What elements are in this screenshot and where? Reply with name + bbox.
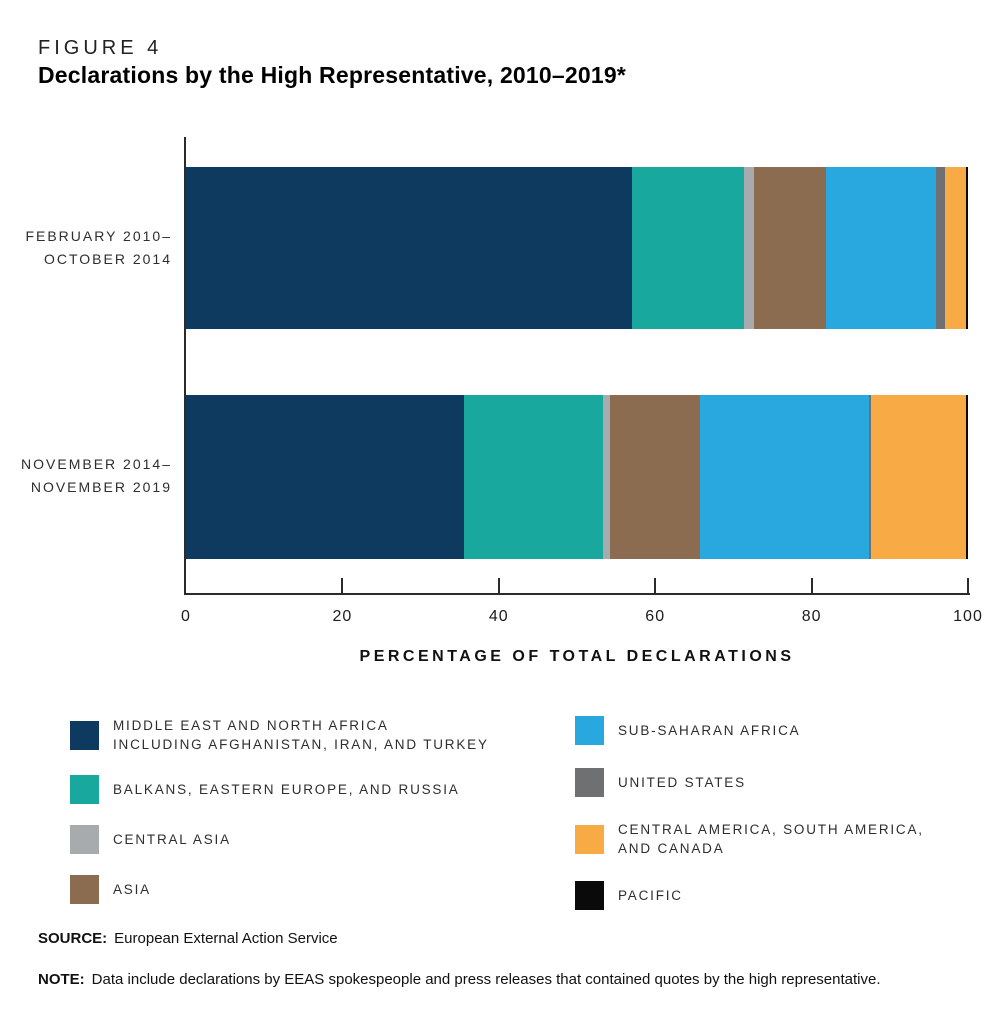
bar-segment bbox=[965, 395, 968, 559]
x-axis: 0 20 40 60 80 100 bbox=[181, 577, 982, 625]
legend-swatch bbox=[70, 825, 99, 854]
figure-label: FIGURE 4 bbox=[38, 37, 163, 59]
legend-label: SUB-SAHARAN AFRICA bbox=[618, 723, 801, 738]
bar-segment bbox=[699, 395, 870, 559]
note-line: NOTE: Data include declarations by EEAS s… bbox=[38, 971, 881, 988]
legend-label: PACIFIC bbox=[618, 888, 683, 903]
x-axis-title: PERCENTAGE OF TOTAL DECLARATIONS bbox=[359, 648, 795, 665]
legend-swatch bbox=[575, 768, 604, 797]
bar-row bbox=[186, 395, 968, 559]
source-label: SOURCE: bbox=[38, 930, 108, 947]
note-text: Data include declarations by EEAS spokes… bbox=[91, 971, 881, 988]
stacked-bar-chart: FEBRUARY 2010– OCTOBER 2014 NOVEMBER 2014… bbox=[0, 137, 982, 665]
tick-mark bbox=[810, 578, 813, 594]
y-axis-line bbox=[184, 137, 186, 595]
legend-item: BALKANS, EASTERN EUROPE, AND RUSSIA bbox=[70, 775, 489, 804]
legend-swatch bbox=[70, 720, 99, 750]
legend-item: SUB-SAHARAN AFRICA bbox=[575, 716, 924, 745]
bar-segment bbox=[631, 167, 744, 329]
bar-segment bbox=[609, 395, 700, 559]
bar-segment bbox=[743, 167, 754, 329]
bar-segment bbox=[871, 395, 966, 559]
category-label-line: NOVEMBER 2019 bbox=[30, 479, 172, 495]
legend-label: MIDDLE EAST AND NORTH AFRICA INCLUDING AF… bbox=[113, 718, 489, 752]
legend-label: UNITED STATES bbox=[618, 775, 746, 790]
legend-swatch bbox=[70, 775, 99, 804]
tick-label: 100 bbox=[953, 608, 983, 625]
legend-item: ASIA bbox=[70, 875, 489, 904]
legend-item: UNITED STATES bbox=[575, 768, 924, 797]
bar-segment bbox=[186, 395, 464, 559]
legend-column-left: MIDDLE EAST AND NORTH AFRICA INCLUDING AF… bbox=[70, 716, 489, 904]
tick-label: 40 bbox=[488, 608, 509, 625]
page-title: Declarations by the High Representative,… bbox=[38, 62, 627, 88]
tick-mark bbox=[341, 578, 344, 594]
bar-segment bbox=[945, 167, 966, 329]
legend-label: BALKANS, EASTERN EUROPE, AND RUSSIA bbox=[113, 782, 460, 797]
legend-swatch bbox=[575, 881, 604, 910]
tick-label: 60 bbox=[645, 608, 666, 625]
tick-label: 20 bbox=[332, 608, 353, 625]
tick-mark bbox=[654, 578, 657, 594]
legend-swatch bbox=[575, 824, 604, 854]
tick-mark bbox=[497, 578, 500, 594]
bar-segment bbox=[869, 395, 871, 559]
bar-segment bbox=[935, 167, 946, 329]
bar-segment bbox=[602, 395, 610, 559]
legend-item: MIDDLE EAST AND NORTH AFRICA INCLUDING AF… bbox=[70, 716, 489, 754]
legend-swatch bbox=[70, 875, 99, 904]
tick-label: 0 bbox=[181, 608, 191, 625]
legend-column-right: SUB-SAHARAN AFRICA UNITED STATES CENTRAL A… bbox=[575, 716, 924, 910]
legend-item: CENTRAL AMERICA, SOUTH AMERICA, AND CANAD… bbox=[575, 820, 924, 858]
bar-segment bbox=[753, 167, 826, 329]
legend-label: ASIA bbox=[113, 882, 151, 897]
legend-swatch bbox=[575, 716, 604, 745]
bar-segment bbox=[463, 395, 603, 559]
category-label: NOVEMBER 2014– NOVEMBER 2019 bbox=[0, 453, 172, 499]
bar-segment bbox=[825, 167, 936, 329]
bar-row bbox=[186, 167, 968, 329]
tick-label: 80 bbox=[801, 608, 822, 625]
legend-item: CENTRAL ASIA bbox=[70, 825, 489, 854]
bar-segment bbox=[186, 167, 632, 329]
category-label-line: OCTOBER 2014 bbox=[43, 251, 172, 267]
category-label: FEBRUARY 2010– OCTOBER 2014 bbox=[0, 225, 172, 271]
source-line: SOURCE: European External Action Service bbox=[38, 930, 338, 947]
legend-item: PACIFIC bbox=[575, 881, 924, 910]
note-label: NOTE: bbox=[38, 971, 85, 988]
legend-label: CENTRAL ASIA bbox=[113, 832, 231, 847]
legend-label: CENTRAL AMERICA, SOUTH AMERICA, AND CANAD… bbox=[618, 822, 924, 856]
category-label-line: NOVEMBER 2014– bbox=[21, 456, 172, 472]
source-text: European External Action Service bbox=[114, 930, 338, 947]
x-axis-line bbox=[184, 593, 970, 595]
bar-segment bbox=[965, 167, 968, 329]
tick-mark bbox=[967, 578, 969, 594]
category-label-line: FEBRUARY 2010– bbox=[25, 228, 172, 244]
